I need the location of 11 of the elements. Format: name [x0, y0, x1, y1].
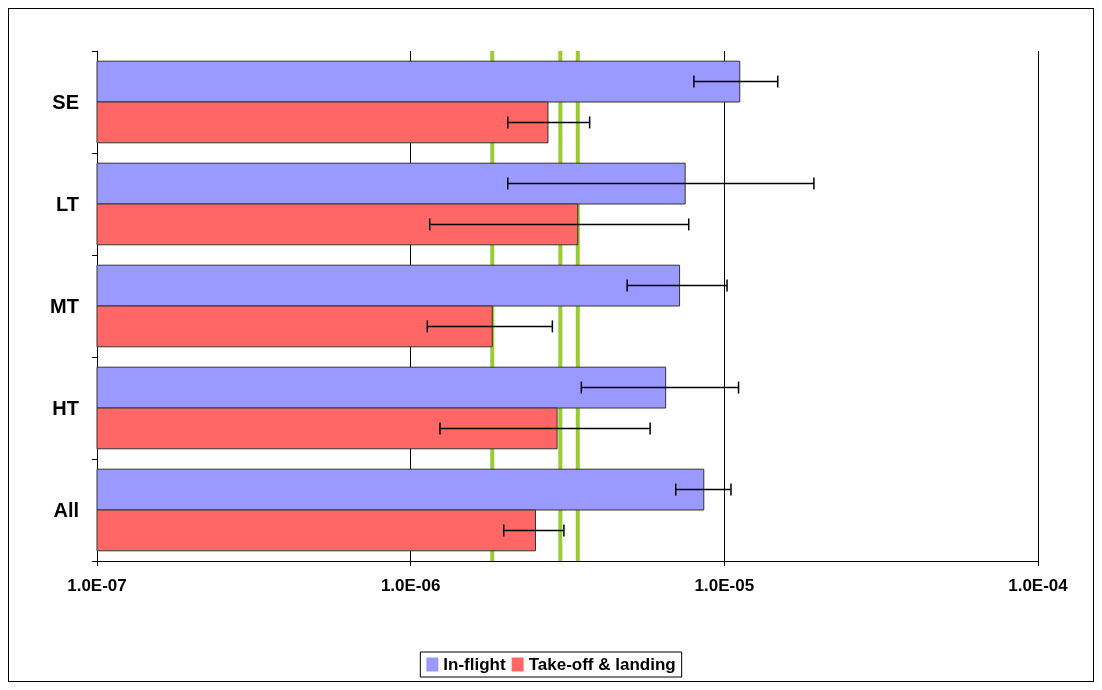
x-tick-label: 1.0E-06	[380, 576, 441, 595]
x-tick-label: 1.0E-07	[67, 576, 127, 595]
x-tick-label: 1.0E-05	[694, 576, 755, 595]
y-tick-label: MT	[50, 295, 79, 317]
y-tick-label: SE	[52, 91, 79, 113]
legend-label: Take-off & landing	[528, 655, 676, 674]
y-tick-label: LT	[56, 193, 79, 215]
x-tick-label: 1.0E-04	[1008, 576, 1069, 595]
y-tick-label: All	[53, 499, 79, 521]
legend-label: In-flight	[443, 655, 506, 674]
y-tick-label: HT	[52, 397, 79, 419]
